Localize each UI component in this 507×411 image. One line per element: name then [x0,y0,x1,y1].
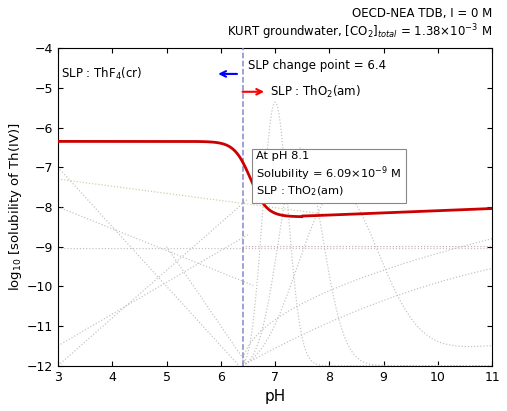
Text: At pH 8.1
Solubility = 6.09×10$^{-9}$ M
SLP : ThO$_2$(am): At pH 8.1 Solubility = 6.09×10$^{-9}$ M … [256,151,401,198]
Text: SLP : ThO$_2$(am): SLP : ThO$_2$(am) [270,84,360,100]
X-axis label: pH: pH [265,389,285,404]
Title: OECD-NEA TDB, I = 0 M
KURT groundwater, [CO$_2$]$_{total}$ = 1.38×10$^{-3}$ M: OECD-NEA TDB, I = 0 M KURT groundwater, … [227,7,492,42]
Text: SLP : ThF$_4$(cr): SLP : ThF$_4$(cr) [61,66,142,82]
Y-axis label: log$_{10}$ [solubility of Th(IV)]: log$_{10}$ [solubility of Th(IV)] [7,122,24,291]
Text: SLP change point = 6.4: SLP change point = 6.4 [248,60,386,72]
